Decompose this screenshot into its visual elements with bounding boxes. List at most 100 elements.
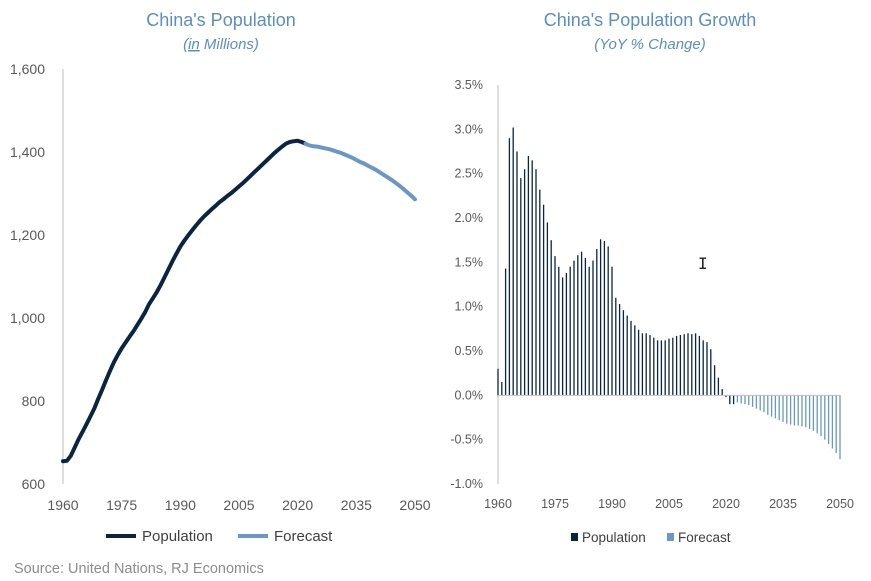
y-tick-label: -1.0% — [450, 477, 483, 491]
growth-chart: China's Population Growth (YoY % Change)… — [450, 10, 854, 545]
forecast-bar — [812, 395, 815, 431]
population-bar — [611, 266, 613, 396]
population-bar — [729, 395, 731, 405]
legend-population-label: Population — [142, 528, 213, 545]
population-bar — [531, 160, 533, 396]
population-bar — [520, 178, 522, 396]
y-tick-label: 0.5% — [455, 344, 484, 358]
population-bar — [569, 266, 571, 396]
population-bar — [691, 334, 693, 396]
forecast-bar — [748, 395, 750, 406]
population-bar — [558, 266, 560, 396]
population-x-ticks: 1960 1975 1990 2005 2020 2035 2050 — [47, 497, 430, 513]
x-tick-label: 1960 — [484, 497, 512, 511]
growth-chart-subtitle: (YoY % Change) — [594, 36, 705, 53]
population-lines — [61, 138, 417, 464]
legend-forecast-label: Forecast — [274, 528, 333, 545]
x-tick-label: 2050 — [399, 497, 430, 513]
population-bar — [508, 138, 511, 396]
forecast-bar — [824, 395, 826, 440]
population-bar — [675, 335, 678, 396]
legend-population-label: Population — [582, 530, 646, 545]
population-bar — [713, 365, 716, 396]
x-tick-label: 1990 — [598, 497, 626, 511]
population-bar — [668, 338, 670, 396]
y-tick-label: 1,000 — [10, 310, 45, 326]
population-bar — [607, 246, 609, 396]
y-tick-label: 0.0% — [455, 388, 484, 402]
text-cursor-icon: I — [698, 254, 708, 273]
population-bar — [649, 335, 651, 396]
forecast-bar — [835, 395, 837, 453]
population-bar — [497, 368, 499, 396]
forecast-bar — [767, 395, 769, 415]
x-tick-label: 2005 — [655, 497, 683, 511]
growth-y-ticks: -1.0% -0.5% 0.0% 0.5% 1.0% 1.5% 2.0% 2.5% 3.0% 3.… — [450, 78, 483, 491]
y-tick-label: 600 — [22, 476, 46, 492]
y-tick-label: 2.0% — [455, 211, 484, 225]
x-tick-label: 2035 — [769, 497, 797, 511]
population-bar — [615, 297, 617, 396]
y-tick-label: 800 — [22, 393, 46, 409]
population-bar — [539, 189, 541, 396]
population-bar — [660, 340, 663, 396]
population-bar — [717, 377, 720, 396]
forecast-bar — [801, 395, 803, 427]
forecast-bar — [789, 395, 792, 425]
forecast-bar — [778, 395, 780, 421]
population-bar — [542, 204, 545, 396]
population-bar — [535, 169, 537, 396]
population-y-ticks: 600 800 1,000 1,200 1,400 1,600 — [10, 61, 45, 492]
forecast-bar — [782, 395, 784, 422]
x-tick-label: 2020 — [712, 497, 740, 511]
growth-x-ticks: 1960 1975 1990 2005 2020 2035 2050 — [484, 497, 854, 511]
population-bar — [588, 266, 590, 396]
population-bar — [721, 389, 723, 396]
forecast-bar — [774, 395, 777, 419]
legend-forecast-label: Forecast — [678, 530, 731, 545]
population-bar — [501, 382, 503, 396]
forecast-bar — [839, 395, 841, 460]
y-tick-label: -0.5% — [450, 433, 483, 447]
y-tick-label: 1.5% — [455, 255, 484, 269]
population-bar — [546, 222, 549, 396]
forecast-bar — [805, 395, 807, 428]
y-tick-label: 1,200 — [10, 227, 45, 243]
population-line — [61, 138, 308, 464]
forecast-bar — [736, 395, 739, 403]
population-bar — [618, 304, 621, 396]
forecast-bar — [744, 395, 746, 405]
population-bar — [554, 256, 556, 396]
population-bar — [641, 333, 644, 396]
population-bar — [603, 241, 606, 396]
x-tick-label: 2005 — [223, 497, 254, 513]
x-tick-label: 2035 — [341, 497, 372, 513]
forecast-bar — [831, 395, 834, 449]
population-bar — [702, 340, 704, 396]
legend-forecast-swatch — [667, 533, 674, 541]
population-bar — [683, 334, 685, 396]
population-bar — [584, 257, 587, 396]
forecast-bar — [827, 395, 830, 445]
subtitle-rest: Millions) — [200, 36, 259, 53]
x-tick-label: 1975 — [541, 497, 569, 511]
population-bar — [504, 268, 507, 396]
y-tick-label: 3.0% — [455, 122, 484, 136]
population-chart-title: China's Population — [146, 10, 296, 30]
x-tick-label: 1990 — [165, 497, 196, 513]
forecast-bar — [820, 395, 822, 437]
population-bar — [516, 151, 518, 396]
population-chart: China's Population (in Millions) 600 800 1… — [10, 10, 431, 545]
population-bar — [565, 272, 568, 396]
subtitle-open: ( — [183, 36, 190, 53]
subtitle-underlined: in — [188, 36, 200, 53]
population-bar — [577, 255, 579, 396]
x-tick-label: 1975 — [106, 497, 137, 513]
population-bar — [550, 240, 552, 396]
y-tick-label: 1,600 — [10, 61, 45, 77]
population-bar — [710, 349, 712, 396]
population-bar — [672, 337, 674, 396]
growth-bars — [497, 127, 841, 460]
forecast-bar — [816, 395, 818, 434]
